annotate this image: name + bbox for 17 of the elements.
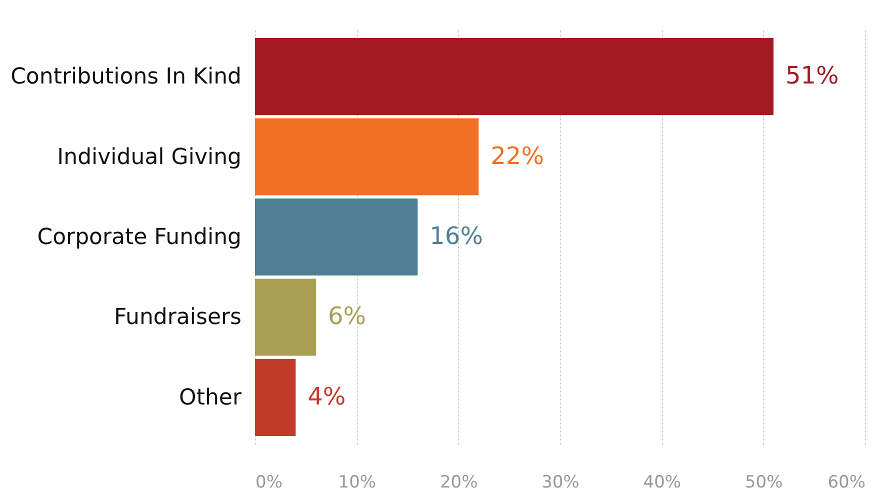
x-tick-label: 60% (828, 472, 866, 492)
x-tick-label: 0% (256, 472, 282, 492)
x-tick-label: 50% (744, 472, 783, 492)
x-tick-label: 20% (440, 472, 478, 492)
y-tick-label: Fundraisers (114, 305, 242, 330)
data-label: 6% (328, 302, 366, 330)
y-tick-label: Corporate Funding (37, 225, 242, 250)
data-label: 16% (430, 222, 484, 250)
data-label: 22% (490, 142, 544, 170)
data-label: 4% (308, 382, 346, 410)
y-tick-label: Other (179, 385, 242, 410)
y-tick-label: Individual Giving (57, 144, 242, 170)
x-tick-label: 40% (643, 472, 682, 492)
data-label: 51% (786, 62, 839, 90)
x-tick-label: 30% (542, 472, 580, 492)
y-tick-label: Contributions In Kind (10, 64, 242, 90)
x-tick-label: 10% (338, 472, 376, 492)
